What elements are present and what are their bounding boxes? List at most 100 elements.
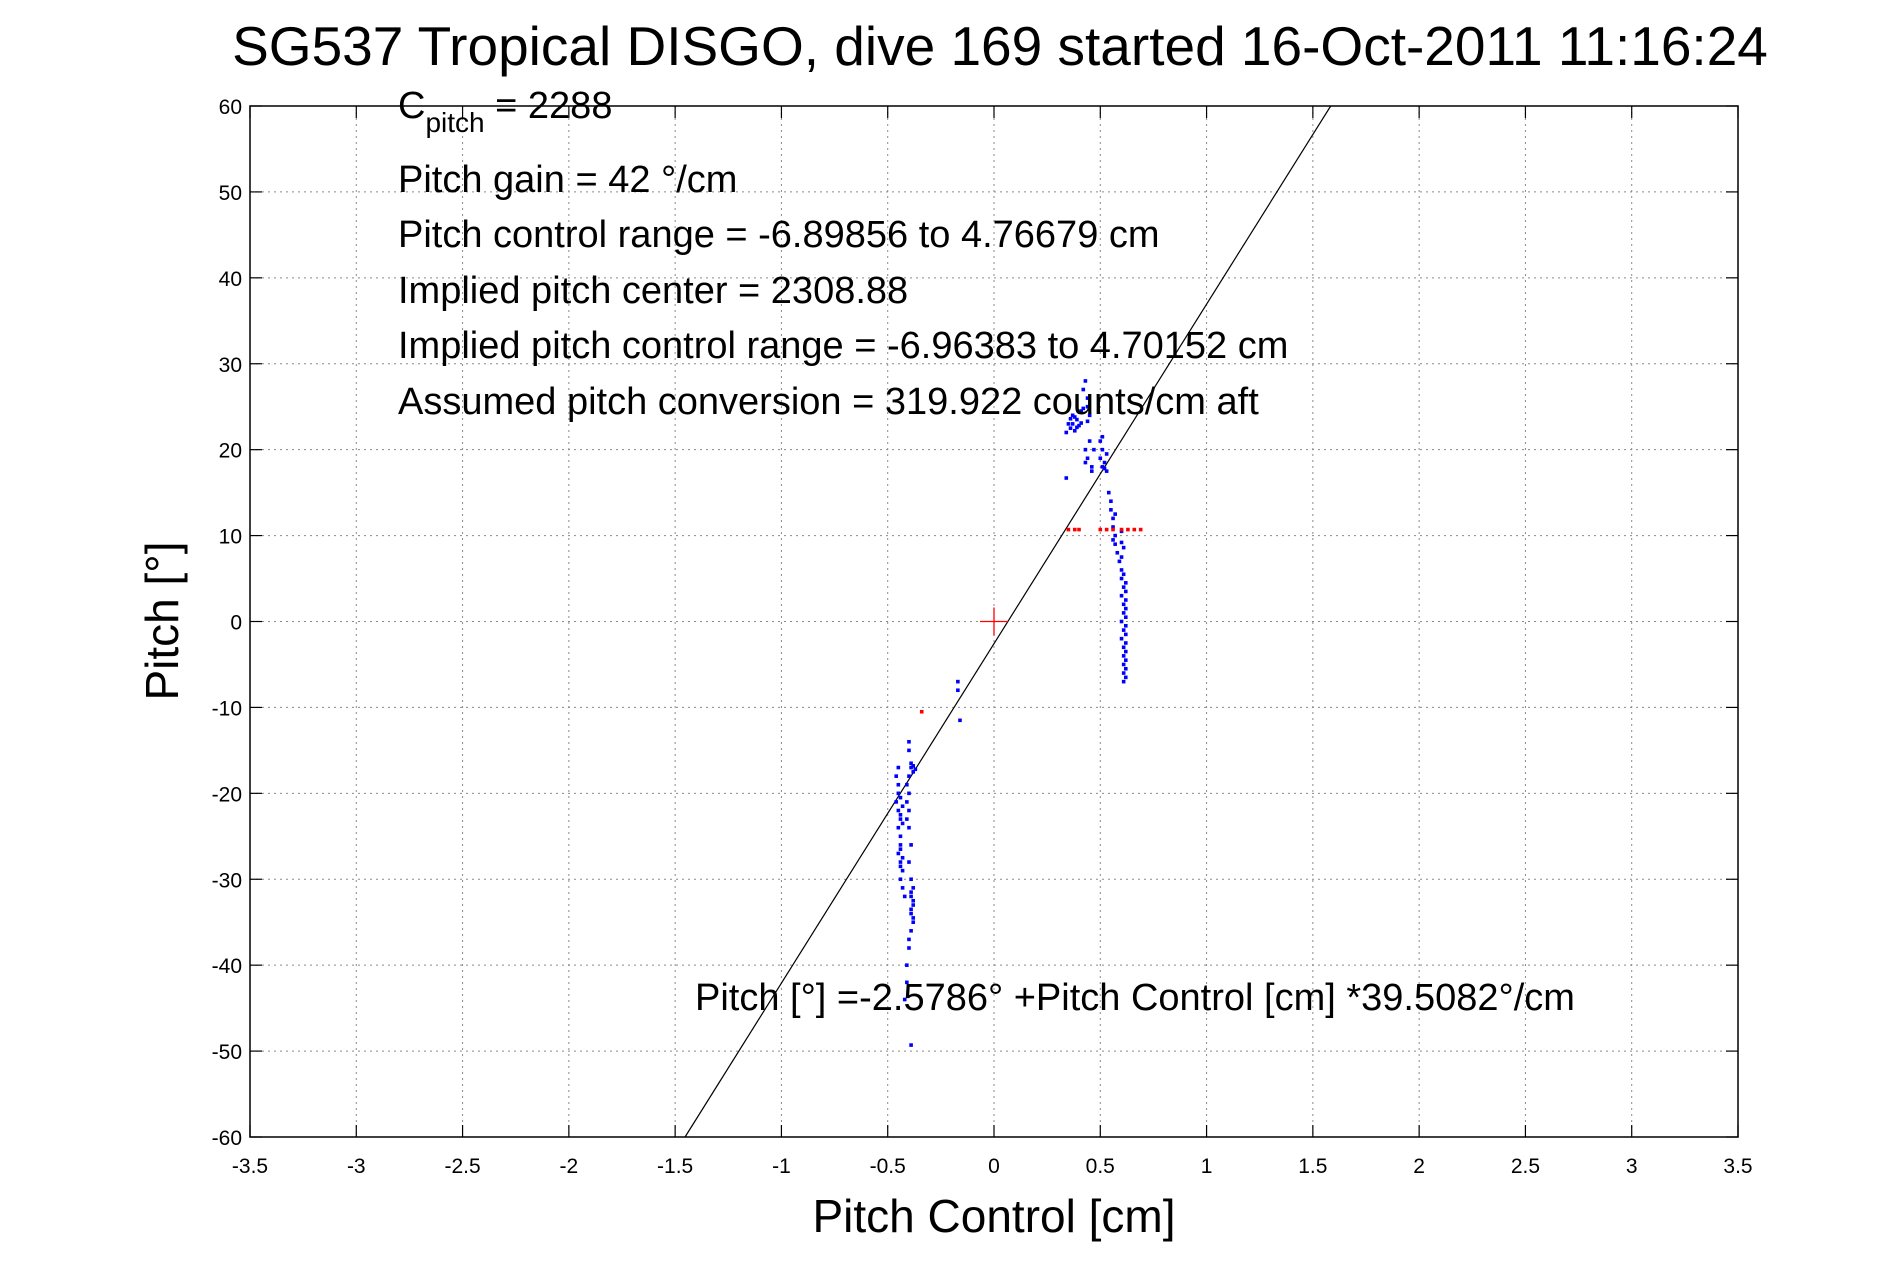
data-point-blue — [1113, 512, 1117, 516]
data-point-blue — [902, 894, 907, 899]
data-point-red — [1066, 527, 1071, 532]
x-tick-label: 2.5 — [1511, 1155, 1540, 1178]
data-point-blue — [894, 800, 899, 804]
data-point-blue — [896, 765, 901, 770]
data-point-blue — [907, 808, 911, 813]
data-point-blue — [1085, 396, 1090, 400]
data-point-blue — [1123, 581, 1128, 585]
y-tick-label: 60 — [219, 96, 242, 119]
data-point-blue — [1123, 658, 1128, 662]
data-point-blue — [896, 782, 901, 787]
data-point-blue — [1098, 456, 1103, 461]
data-point-blue — [1119, 619, 1124, 624]
data-point-blue — [1113, 533, 1117, 538]
data-point-red — [1119, 527, 1124, 532]
data-point-blue — [1121, 572, 1126, 577]
x-tick-labels: -3.5 -3 -2.5 -2 -1.5 -1 -0.5 0 0.5 1 1.5 2 2.5 3 3.5 — [232, 1155, 1753, 1178]
y-tick-label: 20 — [219, 440, 242, 463]
data-point-blue — [1121, 645, 1126, 650]
data-point-red — [1132, 527, 1137, 532]
data-point-blue — [905, 800, 909, 804]
data-point-blue — [1119, 555, 1124, 559]
data-point-blue — [905, 980, 909, 985]
data-point-blue — [907, 739, 911, 744]
data-point-blue — [911, 886, 916, 890]
data-point-blue — [1121, 662, 1126, 667]
data-point-blue — [911, 920, 916, 925]
data-point-blue — [1083, 460, 1088, 465]
y-tick-label: 50 — [219, 182, 242, 205]
y-tick-labels: -60 -50 -40 -30 -20 -10 0 10 20 30 40 50 60 — [212, 96, 242, 1150]
data-point-blue — [896, 851, 901, 856]
data-point-blue — [1123, 615, 1128, 620]
data-point-blue — [1115, 550, 1120, 555]
data-point-red — [919, 709, 924, 714]
data-point-blue — [1119, 593, 1124, 598]
data-point-blue — [898, 860, 903, 864]
data-point-blue — [1111, 516, 1115, 521]
data-point-blue — [911, 898, 916, 903]
data-point-blue — [909, 877, 913, 882]
data-point-blue — [1104, 452, 1109, 456]
data-point-blue — [909, 765, 913, 770]
data-point-blue — [905, 817, 909, 821]
data-point-blue — [907, 791, 911, 796]
data-point-blue — [909, 843, 913, 847]
data-point-blue — [1079, 421, 1083, 425]
x-tick-label: 1 — [1201, 1155, 1213, 1178]
data-point-blue — [900, 855, 905, 860]
annotation-c-pitch-sub: pitch — [425, 107, 484, 138]
data-point-blue — [1123, 641, 1128, 645]
data-point-red — [1138, 527, 1143, 532]
data-point-blue — [1070, 422, 1075, 426]
x-tick-label: 0 — [988, 1155, 1000, 1178]
axis-ticks — [249, 105, 1739, 1138]
data-point-blue — [907, 825, 911, 830]
annotation-fit-equation: Pitch [°] =-2.5786° +Pitch Control [cm] … — [695, 977, 1575, 1019]
x-tick-label: 3 — [1626, 1155, 1638, 1178]
x-tick-label: -2 — [560, 1155, 579, 1178]
data-point-red — [1126, 527, 1130, 532]
data-point-blue — [1089, 469, 1094, 473]
data-point-blue — [911, 770, 916, 774]
data-point-blue — [900, 886, 905, 890]
data-point-blue — [1121, 585, 1126, 589]
data-point-blue — [1123, 632, 1128, 637]
data-point-blue — [1123, 606, 1128, 611]
data-point-blue — [1085, 404, 1090, 409]
data-point-blue — [1111, 525, 1115, 529]
data-point-blue — [911, 916, 916, 920]
center-marker — [980, 607, 1008, 636]
data-point-blue — [958, 718, 962, 723]
data-point-blue — [909, 929, 913, 933]
data-point-blue — [898, 864, 903, 869]
x-tick-label: -1 — [772, 1155, 791, 1178]
y-axis-label: Pitch [°] — [136, 541, 188, 700]
data-point-blue — [898, 843, 903, 847]
data-point-blue — [1100, 447, 1105, 452]
x-tick-label: -2.5 — [444, 1155, 480, 1178]
data-point-blue — [1102, 460, 1107, 465]
data-point-blue — [1087, 413, 1092, 418]
annotation-c-pitch: Cpitch = 2288 — [398, 85, 612, 138]
data-point-blue — [898, 847, 903, 851]
chart-title: SG537 Tropical DISGO, dive 169 started 1… — [232, 15, 1768, 77]
data-point-blue — [1068, 426, 1073, 430]
data-point-blue — [1123, 589, 1128, 594]
data-point-blue — [898, 877, 903, 882]
data-point-red — [1072, 527, 1077, 532]
data-point-blue — [896, 825, 901, 830]
data-point-blue — [1119, 576, 1124, 581]
data-point-blue — [1085, 456, 1090, 461]
x-tick-label: 0.5 — [1086, 1155, 1115, 1178]
data-point-blue — [1119, 568, 1124, 572]
data-point-red — [1098, 527, 1103, 532]
data-point-blue — [1064, 430, 1069, 435]
data-point-blue — [900, 868, 905, 873]
y-tick-label: -20 — [212, 783, 242, 806]
data-point-blue — [909, 907, 913, 912]
data-point-blue — [911, 764, 916, 768]
data-point-blue — [1119, 636, 1124, 641]
data-point-blue — [905, 782, 909, 787]
data-point-blue — [1123, 598, 1128, 602]
